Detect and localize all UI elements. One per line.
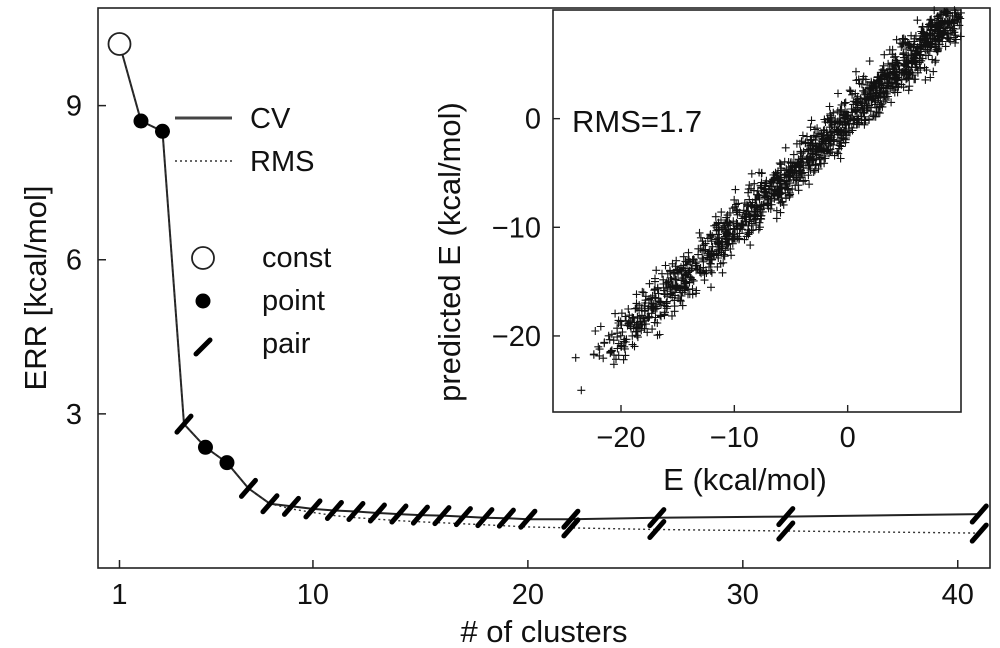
legend-point-label: point xyxy=(262,285,325,317)
inset-y-tick-label: −10 xyxy=(492,212,541,244)
scatter-plus-markers xyxy=(571,6,965,395)
inset-scatter-points xyxy=(571,6,965,395)
inset-x-tick-label: −20 xyxy=(596,422,645,454)
marker-point xyxy=(133,113,149,129)
legend: CV RMS const point pair xyxy=(175,103,331,360)
y-tick-label: 6 xyxy=(66,245,82,277)
marker-pair xyxy=(324,499,344,521)
inset-axis-ticks: −20 −10 0 0 −10 −20 xyxy=(492,104,856,454)
inset-y-axis-label: predicted E (kcal/mol) xyxy=(432,102,467,402)
marker-pair xyxy=(776,520,796,542)
x-tick-label: 10 xyxy=(297,579,329,611)
y-tick-label: 9 xyxy=(66,91,82,123)
legend-pair-marker xyxy=(193,337,213,357)
legend-cv-label: CV xyxy=(250,103,291,135)
x-tick-label: 1 xyxy=(111,579,127,611)
legend-const-label: const xyxy=(262,242,331,274)
marker-pair xyxy=(453,506,473,528)
marker-point xyxy=(197,439,213,455)
main-plot-frame xyxy=(97,7,991,569)
x-tick-label: 30 xyxy=(727,579,759,611)
marker-pair xyxy=(647,518,667,540)
inset-y-tick-label: −20 xyxy=(492,321,541,353)
marker-pair xyxy=(969,522,989,544)
marker-pair xyxy=(410,504,430,526)
inset-x-tick-label: −10 xyxy=(710,422,759,454)
marker-pair xyxy=(389,503,409,525)
marker-pair xyxy=(647,507,667,529)
series-line-rms xyxy=(118,43,980,534)
inset-annotation: RMS=1.7 xyxy=(572,104,702,139)
marker-pair xyxy=(561,517,581,539)
marker-pair xyxy=(260,493,280,515)
marker-pair xyxy=(303,498,323,520)
marker-pair xyxy=(346,500,366,522)
inset-y-tick-label: 0 xyxy=(525,104,541,136)
x-tick-label: 40 xyxy=(942,579,974,611)
marker-point xyxy=(154,123,170,139)
inset-x-tick-label: 0 xyxy=(840,422,856,454)
marker-pair xyxy=(281,495,301,517)
marker-pair xyxy=(561,508,581,530)
legend-pair-label: pair xyxy=(262,328,311,360)
x-tick-label: 20 xyxy=(512,579,544,611)
marker-pair xyxy=(475,507,495,529)
marker-pair xyxy=(496,507,516,529)
marker-pair xyxy=(432,505,452,527)
legend-point-marker xyxy=(195,293,211,309)
legend-rms-label: RMS xyxy=(250,146,314,178)
marker-pair xyxy=(969,503,989,525)
inset-x-axis-label: E (kcal/mol) xyxy=(663,462,827,497)
y-axis-label: ERR [kcal/mol] xyxy=(18,186,53,391)
marker-const xyxy=(107,32,132,56)
main-markers xyxy=(107,32,989,544)
y-tick-label: 3 xyxy=(66,399,82,431)
marker-pair xyxy=(367,502,387,524)
marker-pair xyxy=(776,506,796,528)
marker-pair xyxy=(174,413,194,435)
marker-pair xyxy=(238,477,258,499)
legend-const-marker xyxy=(191,246,215,270)
inset-plot-frame xyxy=(552,9,962,413)
x-axis-label: # of clusters xyxy=(460,614,627,648)
main-axis-ticks: 1 10 20 30 40 3 6 9 xyxy=(66,91,974,611)
marker-point xyxy=(219,455,235,471)
marker-pair xyxy=(518,508,538,530)
